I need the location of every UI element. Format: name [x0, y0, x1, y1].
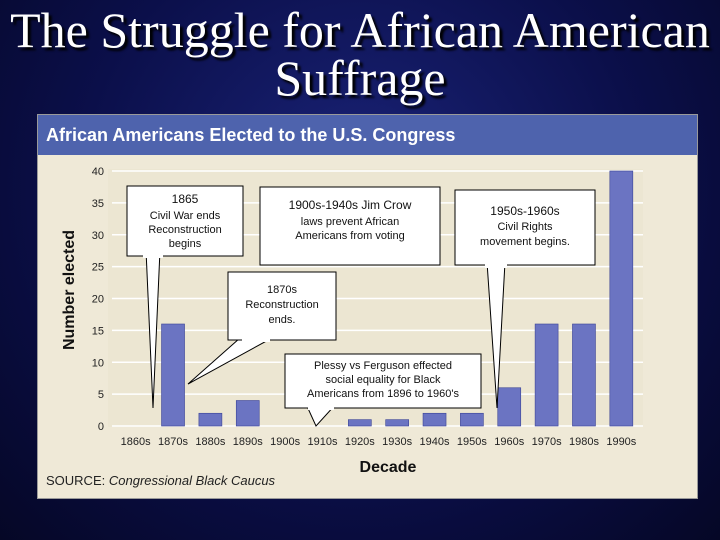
callout-plessy-line: Americans from 1896 to 1960's	[307, 388, 459, 400]
x-tick-label: 1890s	[233, 436, 263, 448]
bar-1940s	[422, 412, 447, 427]
bar-1890s	[235, 400, 260, 427]
y-tick-label: 25	[92, 262, 104, 274]
callout-reconstruction-ends-line: Reconstruction	[245, 299, 318, 311]
source-name: Congressional Black Caucus	[108, 473, 276, 488]
callout-1865-line: Civil War ends	[150, 210, 221, 222]
source-note: SOURCE: Congressional Black Caucus	[46, 473, 275, 488]
callout-reconstruction-ends: 1870s Reconstruction ends.	[187, 271, 337, 385]
callout-civil-rights-title: 1950s-1960s	[490, 204, 559, 218]
bar-1960s	[497, 387, 522, 427]
callout-jim-crow: 1900s-1940s Jim Crow laws prevent Africa…	[259, 186, 441, 266]
callout-plessy: Plessy vs Ferguson effected social equal…	[284, 353, 482, 427]
callout-1865-title: 1865	[172, 192, 199, 206]
x-tick-label: 1910s	[307, 436, 337, 448]
y-tick-label: 5	[98, 389, 104, 401]
callout-reconstruction-ends-title: 1870s	[267, 284, 297, 296]
callout-plessy-line: social equality for Black	[326, 374, 441, 386]
callout-jim-crow-line: Americans from voting	[295, 230, 404, 242]
callout-1865: 1865 Civil War ends Reconstruction begin…	[126, 185, 244, 409]
callout-reconstruction-ends-line: ends.	[269, 314, 296, 326]
x-tick-label: 1930s	[382, 436, 412, 448]
callout-civil-rights-line: movement begins.	[480, 236, 570, 248]
x-tick-label: 1860s	[121, 436, 151, 448]
x-tick-label: 1880s	[195, 436, 225, 448]
y-axis-label: Number elected	[61, 230, 78, 350]
bar-1970s	[534, 323, 559, 427]
bars	[161, 170, 634, 427]
bar-1990s	[609, 170, 634, 427]
bar-1880s	[198, 412, 223, 427]
y-tick-label: 15	[92, 325, 104, 337]
x-tick-label: 1990s	[606, 436, 636, 448]
x-tick-label: 1940s	[420, 436, 450, 448]
y-tick-labels: 0 5 10 15 20 25 30 35 40	[92, 166, 104, 433]
x-tick-labels: 1860s 1870s 1880s 1890s 1900s 1910s 1920s 1930s…	[121, 436, 637, 448]
y-tick-label: 20	[92, 294, 104, 306]
x-tick-label: 1920s	[345, 436, 375, 448]
callout-1865-line: Reconstruction	[148, 224, 221, 236]
bar-1980s	[572, 323, 596, 427]
source-label: SOURCE:	[46, 473, 106, 488]
x-tick-label: 1970s	[532, 436, 562, 448]
callout-jim-crow-line: laws prevent African	[301, 216, 399, 228]
x-tick-label: 1900s	[270, 436, 300, 448]
y-tick-label: 30	[92, 230, 104, 242]
callout-jim-crow-title: 1900s-1940s Jim Crow	[289, 198, 412, 212]
y-tick-label: 0	[98, 421, 104, 433]
bar-1930s	[385, 419, 409, 427]
callout-civil-rights-line: Civil Rights	[497, 221, 553, 233]
bar-1870s	[161, 323, 185, 427]
x-tick-label: 1950s	[457, 436, 487, 448]
bar-1950s	[460, 412, 484, 427]
chart-header: African Americans Elected to the U.S. Co…	[38, 115, 697, 155]
callout-1865-line: begins	[169, 238, 202, 250]
y-tick-label: 10	[92, 357, 104, 369]
x-axis-label: Decade	[360, 459, 417, 476]
slide-title: The Struggle for African American Suffra…	[10, 2, 710, 106]
callout-plessy-title: Plessy vs Ferguson effected	[314, 360, 452, 372]
x-tick-label: 1870s	[158, 436, 188, 448]
bar-1920s	[348, 419, 372, 427]
y-tick-label: 40	[92, 166, 104, 178]
y-tick-label: 35	[92, 198, 104, 210]
x-tick-label: 1980s	[569, 436, 599, 448]
x-tick-label: 1960s	[494, 436, 524, 448]
callout-civil-rights: 1950s-1960s Civil Rights movement begins…	[454, 189, 596, 409]
